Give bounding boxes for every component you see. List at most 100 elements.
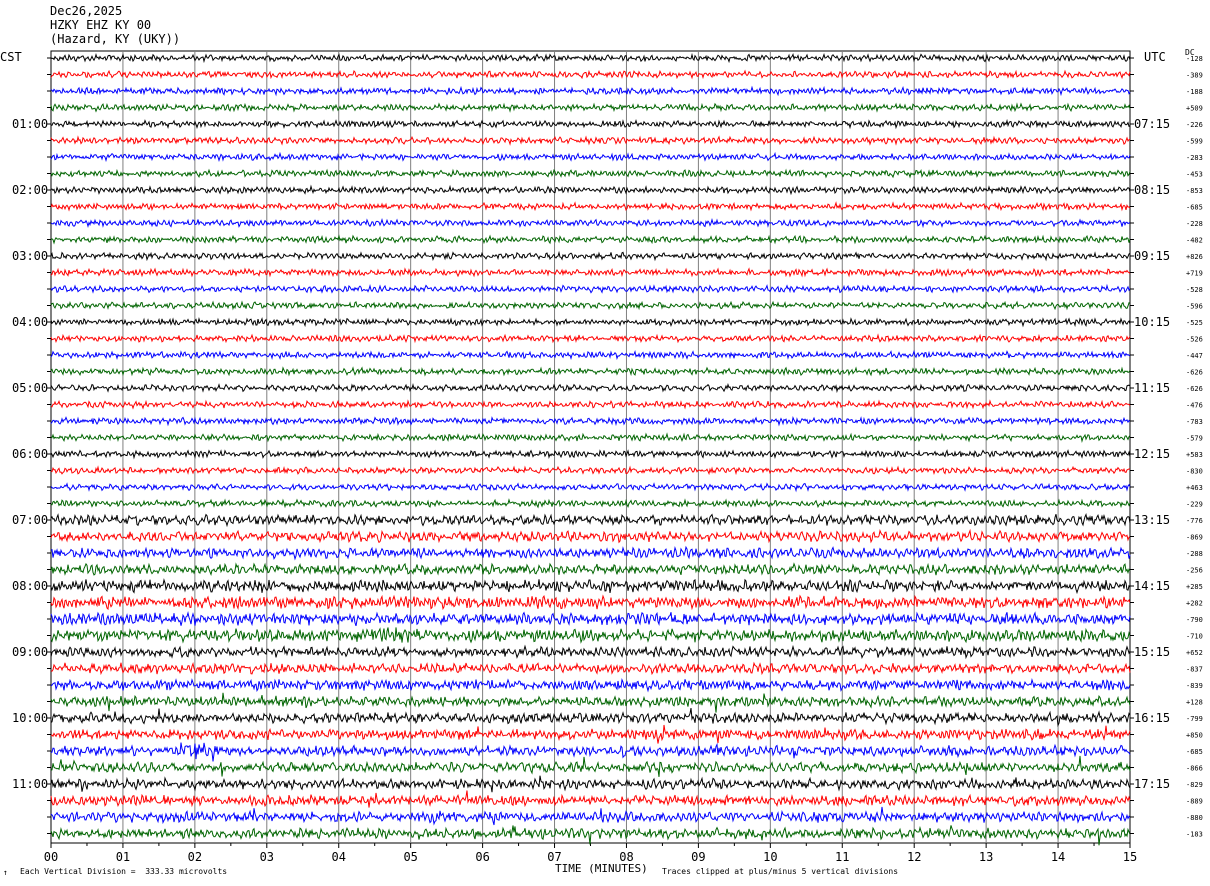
trace-line — [50, 250, 1131, 262]
dc-offset-label: -579 — [1186, 435, 1203, 443]
dc-offset-label: +128 — [1186, 699, 1203, 707]
trace-line — [50, 594, 1131, 611]
trace-line — [50, 416, 1131, 427]
left-hour-label: 05:00 — [12, 381, 48, 395]
clip-note: Traces clipped at plus/minus 5 vertical … — [662, 867, 899, 876]
x-tick-label: 07 — [547, 850, 561, 864]
x-tick-label: 00 — [44, 850, 58, 864]
trace-line — [50, 201, 1131, 212]
x-tick-label: 15 — [1123, 850, 1137, 864]
trace-line — [50, 806, 1131, 826]
dc-offset-label: -839 — [1186, 682, 1203, 690]
dc-offset-label: -453 — [1186, 171, 1203, 179]
x-tick-label: 04 — [332, 850, 346, 864]
trace-line — [50, 562, 1131, 577]
trace-line — [50, 316, 1131, 328]
dc-offset-label: +652 — [1186, 649, 1203, 657]
dc-offset-label: -799 — [1186, 715, 1203, 723]
dc-offset-label: -256 — [1186, 567, 1203, 575]
trace-line — [50, 85, 1131, 97]
right-hour-label: 07:15 — [1134, 117, 1170, 131]
trace-line — [50, 528, 1131, 544]
right-hour-label: 09:15 — [1134, 249, 1170, 263]
trace-line — [50, 69, 1131, 80]
dc-offset-label: -626 — [1186, 385, 1203, 393]
trace-line — [50, 267, 1131, 278]
x-tick-label: 09 — [691, 850, 705, 864]
dc-offset-label: -188 — [1186, 88, 1203, 96]
dc-offset-label: -528 — [1186, 286, 1203, 294]
dc-offset-label: -837 — [1186, 666, 1203, 674]
right-hour-label: 17:15 — [1134, 777, 1170, 791]
dc-offset-label: -229 — [1186, 501, 1203, 509]
left-hour-label: 04:00 — [12, 315, 48, 329]
left-hour-label: 02:00 — [12, 183, 48, 197]
header-location: (Hazard, KY (UKY)) — [50, 32, 181, 46]
trace-line — [50, 611, 1131, 627]
dc-offset-label: +282 — [1186, 600, 1203, 608]
trace-line — [50, 283, 1131, 294]
scale-note: Each Vertical Division = 333.33 microvol… — [20, 867, 228, 876]
header-date: Dec26,2025 — [50, 4, 123, 18]
x-tick-label: 12 — [907, 850, 921, 864]
right-hour-label: 13:15 — [1134, 513, 1170, 527]
dc-offset-label: -685 — [1186, 204, 1203, 212]
trace-line — [50, 482, 1131, 493]
dc-offset-label: -283 — [1186, 154, 1203, 162]
x-tick-label: 11 — [835, 850, 849, 864]
dc-offset-label: -776 — [1186, 517, 1203, 525]
trace-line — [50, 677, 1131, 693]
right-hour-label: 12:15 — [1134, 447, 1170, 461]
dc-offset-label: -685 — [1186, 748, 1203, 756]
trace-line — [50, 661, 1131, 676]
dc-offset-label: +583 — [1186, 451, 1203, 459]
x-tick-label: 02 — [188, 850, 202, 864]
left-hour-label: 11:00 — [12, 777, 48, 791]
right-hour-label: 08:15 — [1134, 183, 1170, 197]
trace-line — [50, 578, 1131, 595]
dc-offset-label: -228 — [1186, 220, 1203, 228]
dc-offset-label: -599 — [1186, 138, 1203, 146]
trace-line — [50, 512, 1131, 528]
trace-line — [50, 168, 1131, 179]
x-tick-label: 01 — [116, 850, 130, 864]
right-timezone-label: UTC — [1144, 50, 1166, 64]
trace-line — [50, 644, 1131, 660]
left-hour-label: 01:00 — [12, 117, 48, 131]
left-hour-label: 09:00 — [12, 645, 48, 659]
left-hour-label: 07:00 — [12, 513, 48, 527]
trace-line — [50, 449, 1131, 460]
trace-line — [50, 300, 1131, 311]
trace-line — [50, 399, 1131, 410]
dc-offset-label: -829 — [1186, 781, 1203, 789]
dc-label: DC — [1185, 48, 1195, 57]
dc-offset-label: -866 — [1186, 765, 1203, 773]
x-tick-label: 06 — [475, 850, 489, 864]
trace-line — [50, 724, 1131, 744]
dc-offset-label: -447 — [1186, 352, 1203, 360]
dc-offset-label: -790 — [1186, 616, 1203, 624]
trace-line — [50, 52, 1131, 64]
dc-offset-label: -183 — [1186, 831, 1203, 839]
dc-offset-label: -226 — [1186, 121, 1203, 129]
dc-offset-label: -389 — [1186, 72, 1203, 80]
left-timezone-label: CST — [0, 50, 22, 64]
trace-line — [50, 366, 1131, 377]
dc-offset-label: +463 — [1186, 484, 1203, 492]
dc-offset-label: +826 — [1186, 253, 1203, 261]
right-hour-label: 16:15 — [1134, 711, 1170, 725]
x-tick-label: 08 — [619, 850, 633, 864]
left-hour-label: 10:00 — [12, 711, 48, 725]
trace-line — [50, 742, 1131, 762]
trace-line — [50, 692, 1131, 713]
dc-offset-label: -596 — [1186, 303, 1203, 311]
x-tick-label: 13 — [979, 850, 993, 864]
trace-line — [50, 465, 1131, 476]
trace-line — [50, 184, 1131, 196]
x-tick-label: 10 — [763, 850, 777, 864]
right-hour-label: 10:15 — [1134, 315, 1170, 329]
left-hour-label: 06:00 — [12, 447, 48, 461]
trace-line — [50, 790, 1131, 808]
